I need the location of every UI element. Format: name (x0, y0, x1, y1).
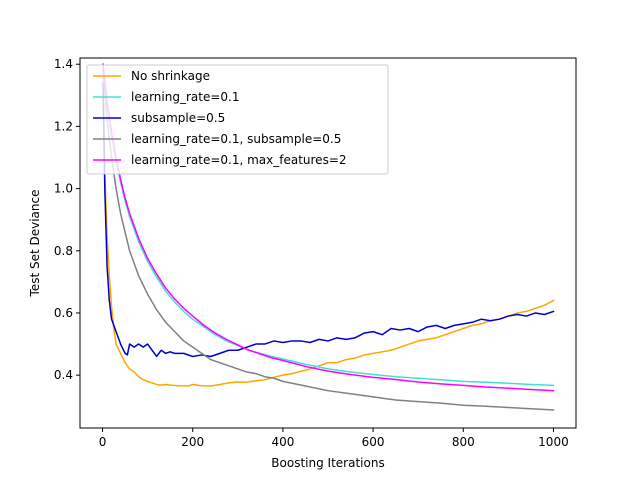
x-axis-ticks: 0 200 400 600 800 1000 (99, 428, 569, 449)
series-layer (102, 63, 555, 411)
legend: No shrinkage learning_rate=0.1 subsample=0… (86, 64, 389, 175)
x-tick-label: 0 (99, 435, 107, 449)
legend-label-3: subsample=0.5 (131, 111, 225, 125)
series-line-4 (102, 69, 555, 411)
legend-box (86, 64, 389, 175)
y-tick-label: 1.0 (54, 182, 73, 196)
y-tick-label: 0.4 (54, 368, 73, 382)
legend-items: No shrinkage learning_rate=0.1 subsample=0… (93, 69, 347, 167)
series-line-2 (102, 63, 555, 387)
x-tick-label: 800 (452, 435, 475, 449)
x-tick-label: 400 (271, 435, 294, 449)
legend-label-4: learning_rate=0.1, subsample=0.5 (131, 132, 341, 146)
legend-label-5: learning_rate=0.1, max_features=2 (131, 153, 347, 167)
series-line-1 (102, 66, 555, 387)
plot-area-frame (79, 57, 577, 429)
y-tick-label: 1.4 (54, 57, 73, 71)
x-tick-label: 600 (362, 435, 385, 449)
y-axis-ticks: 0.4 0.6 0.8 1.0 1.2 1.4 (54, 57, 80, 382)
legend-label-2: learning_rate=0.1 (131, 90, 239, 104)
x-tick-label: 1000 (538, 435, 569, 449)
y-tick-label: 0.8 (54, 244, 73, 258)
y-axis-label: Test Set Deviance (28, 190, 42, 298)
y-tick-label: 1.2 (54, 119, 73, 133)
x-tick-label: 200 (181, 435, 204, 449)
y-tick-label: 0.6 (54, 306, 73, 320)
legend-label-1: No shrinkage (131, 69, 210, 83)
series-line-5 (102, 63, 555, 392)
series-line-3 (102, 82, 555, 358)
x-axis-label: Boosting Iterations (271, 456, 384, 470)
